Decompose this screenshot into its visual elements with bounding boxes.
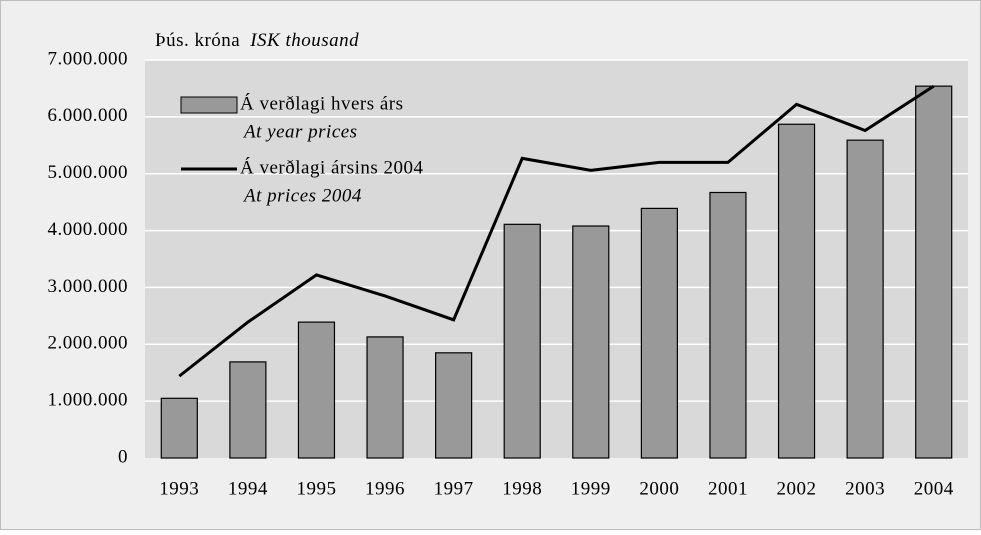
y-tick-label: 6.000.000 (48, 105, 129, 126)
bar (503, 223, 541, 459)
legend-label-en: At prices 2004 (242, 185, 362, 206)
bar (297, 321, 336, 459)
bar (572, 225, 610, 459)
y-tick-label: 0 (118, 446, 128, 467)
legend-label: Á verðlagi ársins 2004 (240, 156, 424, 178)
legend-swatch (180, 96, 238, 114)
y-tick-label: 4.000.000 (48, 219, 129, 240)
y-tick-label: 7.000.000 (48, 48, 129, 69)
bar (160, 397, 198, 459)
y-tick-label: 2.000.000 (48, 333, 129, 354)
legend-label: Á verðlagi hvers árs (240, 92, 404, 114)
x-tick-label: 1995 (296, 478, 336, 499)
line (178, 84, 935, 378)
y-tick-label: 3.000.000 (48, 276, 129, 297)
unit-label: Þús. króna ISK thousand (155, 30, 359, 51)
bar (640, 207, 678, 459)
x-tick-label: 1999 (571, 478, 611, 499)
x-tick-label: 2002 (777, 478, 817, 499)
bar (709, 191, 747, 459)
y-tick-label: 5.000.000 (48, 162, 129, 183)
bar (846, 139, 884, 459)
bar (777, 123, 816, 459)
x-tick-label: 2004 (914, 478, 954, 499)
x-tick-label: 1998 (502, 478, 542, 499)
x-tick-label: 1994 (228, 478, 268, 499)
x-tick-label: 1997 (434, 478, 474, 499)
plot-area (145, 60, 968, 458)
bar (435, 352, 473, 459)
x-tick-label: 1996 (365, 478, 405, 499)
y-tick-label: 1.000.000 (48, 390, 129, 411)
x-tick-label: 1993 (159, 478, 199, 499)
bar (229, 361, 267, 459)
bar (915, 85, 953, 459)
x-tick-label: 2001 (708, 478, 748, 499)
x-tick-label: 2000 (639, 478, 679, 499)
x-tick-label: 2003 (845, 478, 885, 499)
bar (366, 336, 404, 459)
legend-label-en: At year prices (242, 121, 358, 142)
